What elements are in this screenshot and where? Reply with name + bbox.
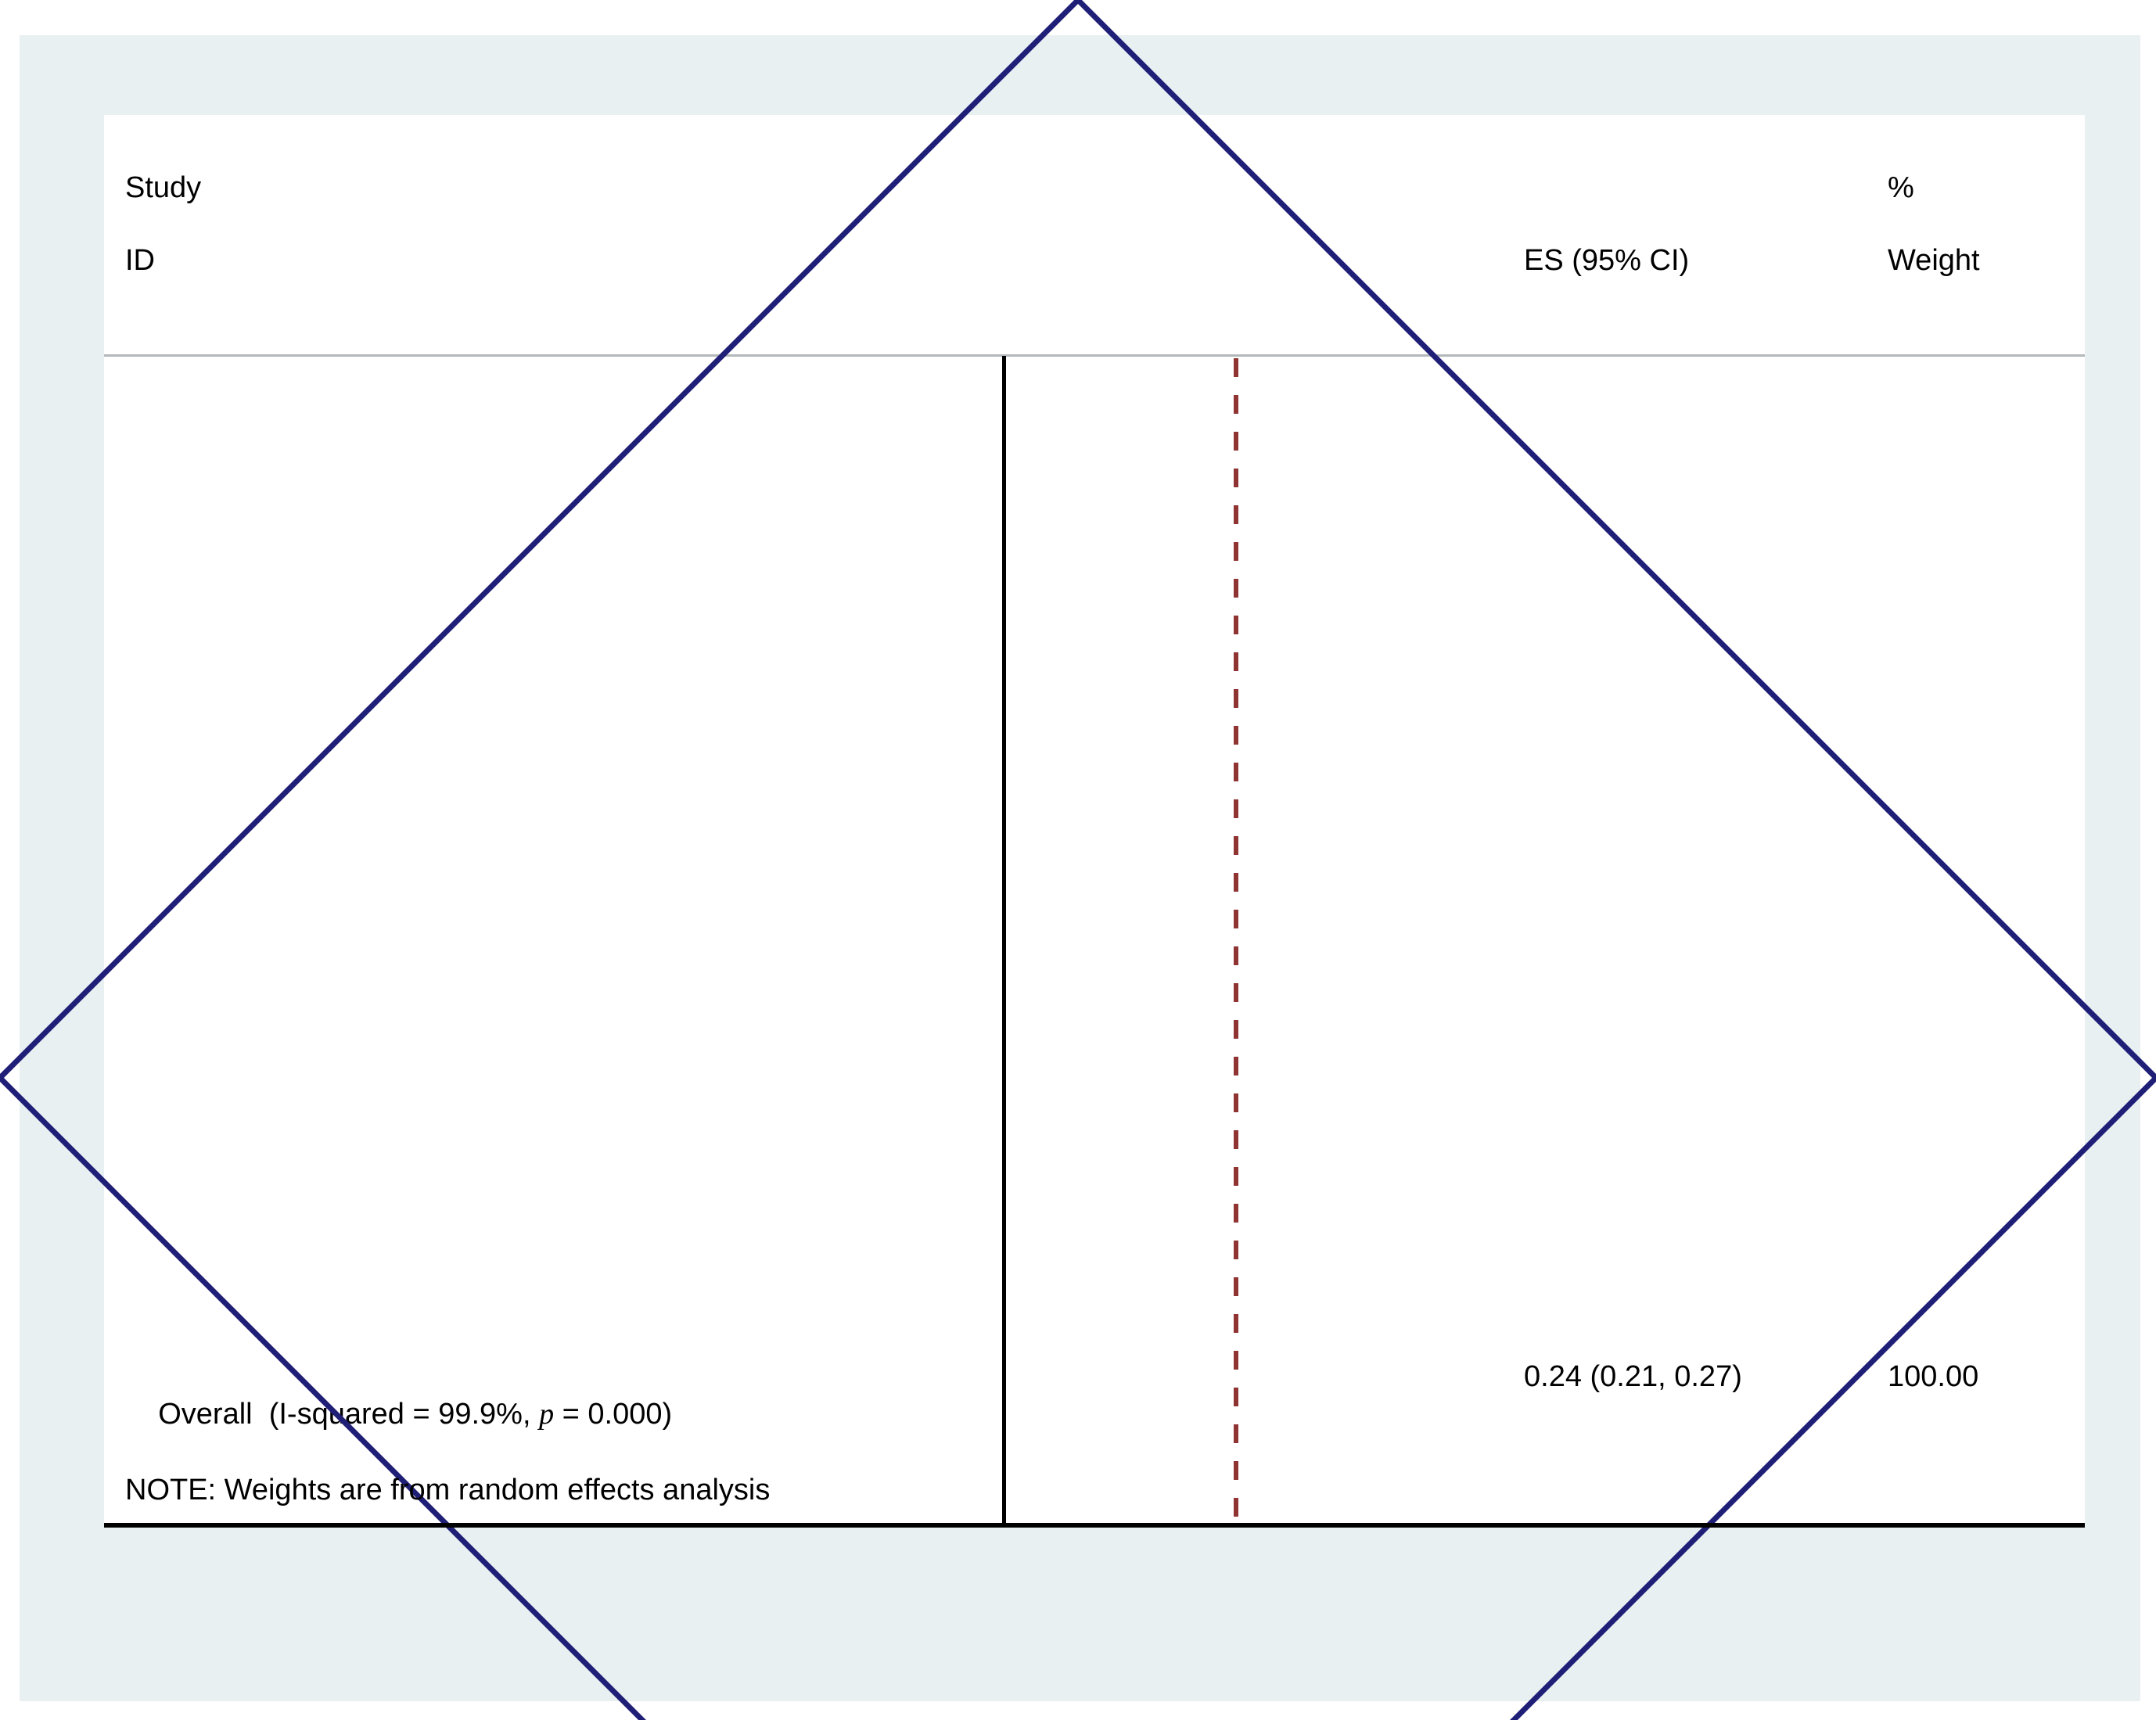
overall-label-suffix: = 0.000): [554, 1398, 673, 1431]
zero-axis-line: [1002, 356, 1006, 1525]
note-text: NOTE: Weights are from random effects an…: [125, 1474, 771, 1506]
overall-es-value: 0.24 (0.21, 0.27): [1524, 1360, 1742, 1393]
header-separator-line: [104, 354, 2085, 357]
header-es-ci: ES (95% CI): [1524, 244, 1690, 277]
x-axis-line: [104, 1523, 2085, 1528]
overall-label-p: p: [539, 1398, 555, 1431]
pooled-estimate-dashed-line: [1234, 358, 1238, 1525]
overall-weight-value: 100.00: [1888, 1360, 1979, 1393]
header-percent: %: [1888, 171, 1914, 204]
header-weight: Weight: [1888, 244, 1980, 277]
header-id: ID: [125, 244, 155, 277]
plot-area: [104, 115, 2085, 1525]
header-study: Study: [125, 171, 202, 204]
